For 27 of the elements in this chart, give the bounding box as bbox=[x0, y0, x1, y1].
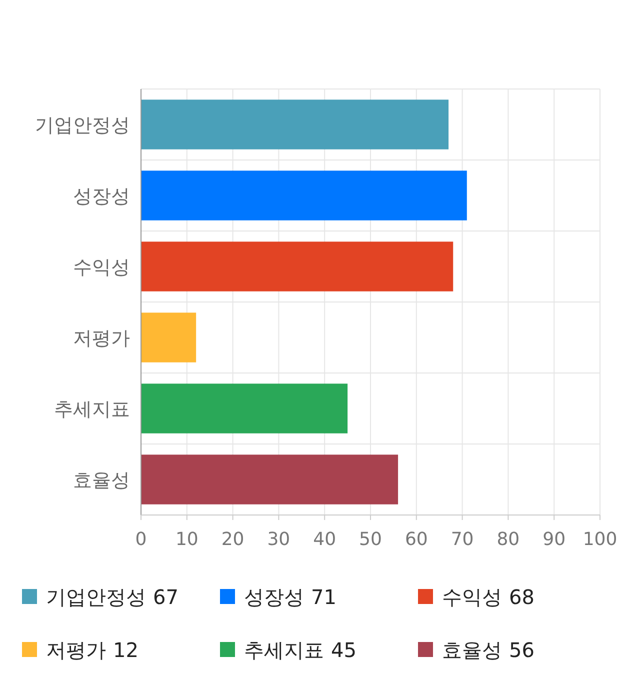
x-tick-label: 90 bbox=[542, 529, 566, 550]
text: 45 bbox=[331, 638, 356, 662]
y-tick-label: 수익성 bbox=[73, 256, 130, 278]
legend-label: 추세지표 bbox=[244, 638, 324, 662]
y-tick-label: 효율성 bbox=[73, 470, 130, 492]
x-tick-label: 0 bbox=[135, 529, 147, 550]
x-tick-label: 40 bbox=[313, 529, 336, 550]
x-tick-label: 20 bbox=[221, 529, 244, 550]
x-tick-label: 60 bbox=[404, 529, 428, 550]
x-tick-label: 70 bbox=[450, 529, 474, 550]
x-tick-label: 30 bbox=[267, 529, 290, 550]
x-tick-label: 10 bbox=[175, 529, 198, 550]
legend-label: 성장성 bbox=[244, 585, 304, 609]
text: 71 bbox=[311, 585, 336, 609]
y-tick-label: 추세지표 bbox=[54, 398, 130, 420]
y-tick-label: 기업안정성 bbox=[35, 114, 130, 136]
text: 56 bbox=[509, 638, 534, 662]
x-tick-label: 80 bbox=[496, 529, 520, 550]
x-tick-label: 50 bbox=[359, 529, 382, 550]
legend-label: 효율성 bbox=[442, 638, 502, 662]
text: 12 bbox=[113, 638, 138, 662]
text: 68 bbox=[509, 585, 534, 609]
y-tick-label: 저평가 bbox=[73, 328, 130, 350]
x-tick-label: 100 bbox=[582, 529, 618, 550]
text: 67 bbox=[153, 585, 178, 609]
y-tick-label: 성장성 bbox=[73, 186, 130, 208]
legend-label: 수익성 bbox=[442, 585, 502, 609]
